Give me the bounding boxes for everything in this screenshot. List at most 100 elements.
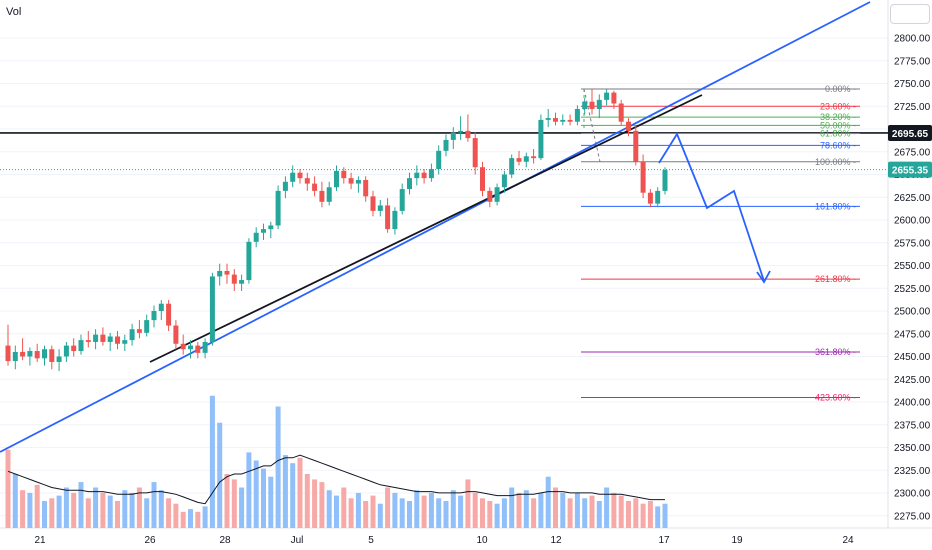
- volume-bar: [209, 395, 215, 528]
- candle-body: [626, 121, 631, 131]
- candle-body: [560, 119, 566, 122]
- candle-body: [582, 101, 588, 109]
- black-trendline: [149, 94, 703, 363]
- candle-body: [465, 130, 471, 139]
- volume-bar: [166, 498, 172, 528]
- fib-level-label: 23.60% -: [820, 101, 856, 111]
- candle-body: [501, 174, 507, 188]
- x-tick-label: 12: [550, 535, 562, 546]
- candle-body: [523, 156, 529, 162]
- volume-bar: [34, 484, 40, 528]
- candle-body: [414, 172, 420, 179]
- candle-body: [319, 190, 325, 202]
- y-tick-label: 2450.00: [894, 352, 931, 363]
- volume-ma-line: [7, 454, 665, 505]
- x-tick-label: 19: [731, 535, 743, 546]
- x-tick-label: 5: [368, 535, 374, 546]
- volume-bar: [297, 457, 303, 528]
- candle-body: [604, 92, 610, 100]
- volume-bar: [574, 492, 580, 528]
- candle-body: [545, 118, 551, 120]
- volume-bar: [63, 487, 69, 528]
- y-tick-label: 2525.00: [894, 284, 931, 295]
- volume-bar: [370, 495, 376, 528]
- candle-body: [589, 101, 595, 109]
- volume-bar: [188, 509, 193, 528]
- volume-bar: [319, 482, 325, 528]
- candle-body: [633, 130, 639, 162]
- volume-bar: [436, 498, 442, 528]
- candle-body: [363, 179, 369, 197]
- volume-bar: [93, 487, 99, 528]
- price-tag: [888, 124, 932, 141]
- chart-settings-button[interactable]: [890, 4, 930, 24]
- candle-body: [618, 103, 624, 122]
- volume-bar: [20, 490, 26, 528]
- volume-bar: [151, 482, 157, 528]
- candle-body: [567, 119, 573, 122]
- volume-bar: [567, 498, 573, 528]
- blue-trendline: [0, 1, 871, 453]
- candle-body: [231, 274, 237, 284]
- volume-bar: [399, 498, 405, 528]
- candle-body: [326, 187, 332, 202]
- candle-body: [275, 190, 281, 226]
- volume-bar: [334, 495, 339, 528]
- candle-body: [355, 179, 361, 184]
- candle-body: [282, 181, 288, 191]
- candle-body: [239, 280, 245, 284]
- volume-bar: [450, 490, 456, 528]
- candle-body: [85, 340, 91, 342]
- volume-bar: [377, 503, 383, 528]
- x-tick-label: 21: [34, 535, 46, 546]
- candle-body: [5, 345, 11, 362]
- volume-bar: [115, 501, 120, 528]
- volume-bar: [231, 479, 237, 528]
- candle-body: [553, 118, 558, 122]
- fib-level-label: 78.60% -: [820, 140, 856, 150]
- volume-bar: [348, 498, 354, 528]
- volume-bar: [538, 492, 544, 528]
- fib-level-label: 38.20% -: [820, 112, 856, 122]
- y-tick-label: 2300.00: [894, 489, 931, 500]
- candle-body: [100, 334, 106, 342]
- fib-level-label: 423.60% -: [815, 392, 856, 402]
- volume-bar: [633, 498, 639, 528]
- x-tick-label: 28: [219, 535, 231, 546]
- volume-bar: [56, 495, 62, 528]
- candle-body: [151, 311, 157, 321]
- y-tick-label: 2550.00: [894, 261, 931, 272]
- candle-body: [122, 340, 128, 344]
- volume-bar: [27, 492, 33, 528]
- y-tick-label: 2400.00: [894, 398, 931, 409]
- volume-bar: [647, 501, 653, 528]
- candle-body: [428, 169, 434, 179]
- y-tick-label: 2575.00: [894, 238, 931, 249]
- candle-body: [202, 341, 208, 353]
- fib-level-label: 100.00% -: [815, 157, 856, 167]
- candle-body: [509, 158, 515, 175]
- y-tick-label: 2475.00: [894, 329, 931, 340]
- candle-body: [290, 172, 296, 182]
- volume-bar: [85, 498, 91, 528]
- volume-bar: [355, 492, 361, 528]
- volume-bar: [531, 498, 537, 528]
- candle-body: [647, 192, 653, 204]
- fib-level-label: 361.80% -: [815, 347, 856, 357]
- fib-level-label: 0.00% -: [825, 84, 856, 94]
- volume-bar: [312, 479, 318, 528]
- candle-body: [341, 170, 347, 179]
- candle-body: [640, 161, 646, 193]
- y-tick-label: 2625.00: [894, 193, 931, 204]
- fib-level-label: 261.80% -: [815, 274, 856, 284]
- projection-arrowhead: [756, 270, 771, 284]
- volume-bar: [12, 474, 18, 528]
- candle-body: [166, 303, 172, 326]
- volume-bar: [618, 495, 624, 528]
- y-tick-label: 2375.00: [894, 420, 931, 431]
- candle-body: [472, 138, 478, 168]
- x-tick-label: 10: [476, 535, 488, 546]
- price-tag: [888, 161, 932, 178]
